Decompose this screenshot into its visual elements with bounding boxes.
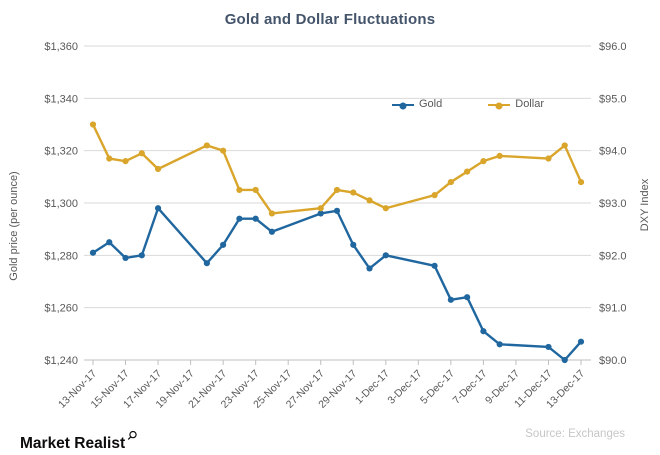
dollar-data-point xyxy=(577,178,585,186)
gold-data-point xyxy=(138,252,145,259)
dollar-series-swatch xyxy=(488,102,511,109)
right-axis-tick-label: $95.0 xyxy=(599,93,627,105)
gold-series-swatch xyxy=(392,102,414,109)
gold-data-point xyxy=(154,205,162,212)
right-axis-tick-label: $90.0 xyxy=(599,355,627,367)
dollar-data-point xyxy=(317,205,324,212)
right-axis-tick-label: $91.0 xyxy=(599,303,627,315)
dollar-data-point xyxy=(464,168,471,175)
dollar-data-point xyxy=(431,192,438,199)
dollar-data-point xyxy=(545,155,552,162)
legend-entry-gold: Gold xyxy=(392,99,442,110)
dollar-data-point xyxy=(561,142,568,149)
gold-data-point xyxy=(561,356,568,364)
left-axis-tick-label: $1,320 xyxy=(44,146,78,158)
gold-data-point xyxy=(480,328,487,335)
x-tick-label: 5-Dec-17 xyxy=(418,368,457,407)
gold-data-point xyxy=(382,252,389,259)
x-tick-label: 1-Dec-17 xyxy=(353,368,392,407)
chart-title: Gold and Dollar Fluctuations xyxy=(224,11,436,28)
source-text: Source: Exchanges xyxy=(525,428,625,440)
gold-data-point xyxy=(350,241,357,248)
legend-label-dollar: Dollar xyxy=(515,98,544,110)
legend-entry-dollar: Dollar xyxy=(488,99,544,110)
gold-data-point xyxy=(252,215,259,222)
dollar-data-point xyxy=(447,178,454,186)
dollar-data-point xyxy=(154,165,162,173)
dollar-data-point xyxy=(138,150,145,157)
gold-data-point xyxy=(122,254,129,262)
left-axis-tick-label: $1,280 xyxy=(44,250,78,262)
gold-data-point xyxy=(464,294,471,301)
gold-data-point xyxy=(203,260,210,267)
gold-data-point xyxy=(496,341,503,348)
right-axis-title: DXY Index xyxy=(639,178,651,231)
gold-data-point xyxy=(366,265,373,272)
dollar-data-point xyxy=(333,186,341,194)
dollar-data-point xyxy=(480,158,487,165)
right-axis-tick-label: $96.0 xyxy=(599,41,627,53)
dollar-line xyxy=(91,123,583,215)
dollar-data-point xyxy=(220,147,227,154)
gold-data-point xyxy=(89,249,97,256)
dollar-data-point xyxy=(236,186,243,194)
brand-text: Market Realist xyxy=(20,435,126,452)
gold-data-point xyxy=(431,262,438,269)
dollar-data-point xyxy=(366,197,373,204)
left-axis-tick-label: $1,300 xyxy=(44,198,78,210)
gold-data-point xyxy=(317,210,324,217)
left-axis-tick-label: $1,260 xyxy=(44,303,78,315)
right-axis-tick-label: $93.0 xyxy=(599,198,627,210)
gold-data-point xyxy=(268,228,276,235)
right-axis-tick-label: $94.0 xyxy=(599,146,627,158)
dollar-data-point xyxy=(382,205,389,212)
gold-data-point xyxy=(545,343,552,351)
legend-label-gold: Gold xyxy=(419,98,443,110)
left-axis-title: Gold price (per ounce) xyxy=(8,171,20,280)
gold-data-point xyxy=(447,296,454,303)
gold-data-point xyxy=(236,215,243,222)
left-axis-tick-label: $1,340 xyxy=(44,93,78,105)
dollar-data-point xyxy=(350,189,357,196)
plot-area: $1,360 $96.0 $1,340 $95.0 $1,320 $94.0 $1,300 $… xyxy=(44,41,626,411)
right-axis-tick-label: $92.0 xyxy=(599,250,627,262)
dollar-data-point xyxy=(203,142,210,149)
gold-line xyxy=(91,207,583,362)
dollar-data-point xyxy=(496,152,503,159)
x-tick-label: 7-Dec-17 xyxy=(450,368,489,407)
brand-logo: Market Realist xyxy=(20,430,138,453)
gold-data-point xyxy=(220,241,227,248)
gold-data-point xyxy=(106,239,113,246)
x-tick-label: 3-Dec-17 xyxy=(385,368,424,407)
legend: Gold Dollar xyxy=(392,99,544,110)
dollar-data-point xyxy=(106,155,113,162)
dollar-data-point xyxy=(268,210,276,217)
gold-data-point xyxy=(577,338,585,345)
gold-data-point xyxy=(333,207,341,214)
dollar-data-point xyxy=(122,158,129,165)
magnifier-icon xyxy=(127,430,137,440)
dollar-data-point xyxy=(252,186,259,194)
left-axis-tick-label: $1,360 xyxy=(44,41,78,53)
dollar-data-point xyxy=(89,121,97,128)
left-axis-tick-label: $1,240 xyxy=(44,355,78,367)
